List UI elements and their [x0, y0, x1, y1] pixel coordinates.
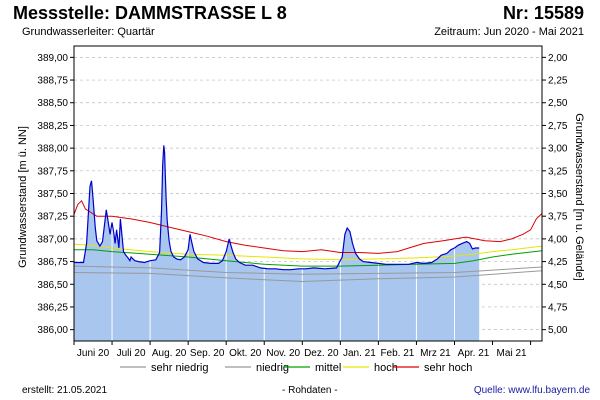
aquifer-label: Grundwasserleiter: Quartär: [22, 26, 155, 38]
hoch-line: [73, 243, 543, 261]
x-tick-label: Sep. 20: [190, 348, 225, 359]
niedrig-line: [73, 265, 543, 275]
x-tick-label: Mrz 21: [420, 348, 451, 359]
y-tick-label: 387,50: [37, 189, 68, 200]
y2-tick-label: 2,50: [548, 98, 568, 109]
y-tick-label: 387,75: [37, 166, 68, 177]
x-tick-label: Nov. 20: [266, 348, 300, 359]
y2-tick-label: 4,00: [548, 234, 568, 245]
y2-tick-label: 3,00: [548, 144, 568, 155]
y-tick-label: 387,25: [37, 212, 68, 223]
y-tick-label: 389,00: [37, 53, 68, 64]
x-tick-label: Mai 21: [497, 348, 527, 359]
legend: sehr niedrig niedrig mittel hoch sehr hoch: [120, 362, 472, 374]
x-tick-label: Juni 20: [77, 348, 110, 359]
y-tick-label: 386,25: [37, 302, 68, 313]
y-axis-label: Grundwasserstand [m ü. NN]: [17, 126, 29, 268]
y2-tick-label: 4,75: [548, 302, 568, 313]
station-number: Nr: 15589: [502, 3, 584, 23]
y2-tick-label: 2,00: [548, 53, 568, 64]
source-link[interactable]: Quelle: www.lfu.bayern.de: [473, 385, 590, 396]
sehr-niedrig-line: [73, 270, 543, 283]
y2-tick-label: 3,50: [548, 189, 568, 200]
y2-tick-label: 2,25: [548, 76, 568, 87]
level-area: [74, 145, 480, 341]
mittel-line: [74, 249, 543, 267]
period-label: Zeitraum: Jun 2020 - Mai 2021: [434, 26, 584, 38]
legend-label: hoch: [374, 362, 398, 374]
y2-tick-label: 5,00: [548, 325, 568, 336]
legend-label: sehr hoch: [424, 362, 472, 374]
y2-tick-label: 3,25: [548, 166, 568, 177]
x-tick-label: Feb. 21: [380, 348, 414, 359]
x-tick-label: Apr. 21: [458, 348, 490, 359]
y-tick-label: 388,50: [37, 98, 68, 109]
x-tick-label: Okt. 20: [229, 348, 262, 359]
y2-tick-label: 4,25: [548, 257, 568, 268]
raw-data-note: - Rohdaten -: [282, 385, 338, 396]
y2-tick-label: 3,75: [548, 212, 568, 223]
x-tick-label: Aug. 20: [152, 348, 187, 359]
y-tick-label: 387,00: [37, 234, 68, 245]
y-tick-label: 388,25: [37, 121, 68, 132]
y2-axis-label: Grundwasserstand [m u. Gelände]: [573, 113, 585, 281]
sehr-hoch-line: [73, 199, 543, 254]
y-tick-label: 386,50: [37, 280, 68, 291]
legend-label: mittel: [315, 362, 341, 374]
y2-tick-label: 4,50: [548, 280, 568, 291]
station-title: Messstelle: DAMMSTRASSE L 8: [13, 3, 287, 23]
x-tick-label: Juli 20: [117, 348, 146, 359]
groundwater-level-line: [74, 145, 480, 271]
created-date: erstellt: 21.05.2021: [22, 385, 108, 396]
legend-label: sehr niedrig: [151, 362, 208, 374]
y-tick-label: 388,00: [37, 144, 68, 155]
x-tick-label: Dez. 20: [304, 348, 339, 359]
y-tick-label: 386,00: [37, 325, 68, 336]
x-tick-label: Jan. 21: [343, 348, 376, 359]
legend-label: niedrig: [256, 362, 289, 374]
y2-tick-label: 2,75: [548, 121, 568, 132]
y-tick-label: 386,75: [37, 257, 68, 268]
y-tick-label: 388,75: [37, 76, 68, 87]
